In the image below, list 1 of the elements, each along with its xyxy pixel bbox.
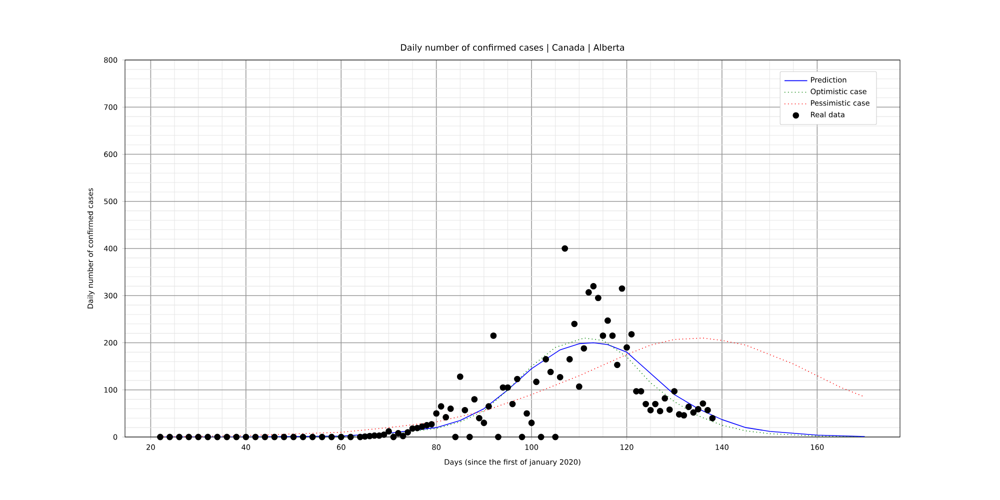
chart-title: Daily number of confirmed cases | Canada | Alberta [401, 44, 624, 53]
